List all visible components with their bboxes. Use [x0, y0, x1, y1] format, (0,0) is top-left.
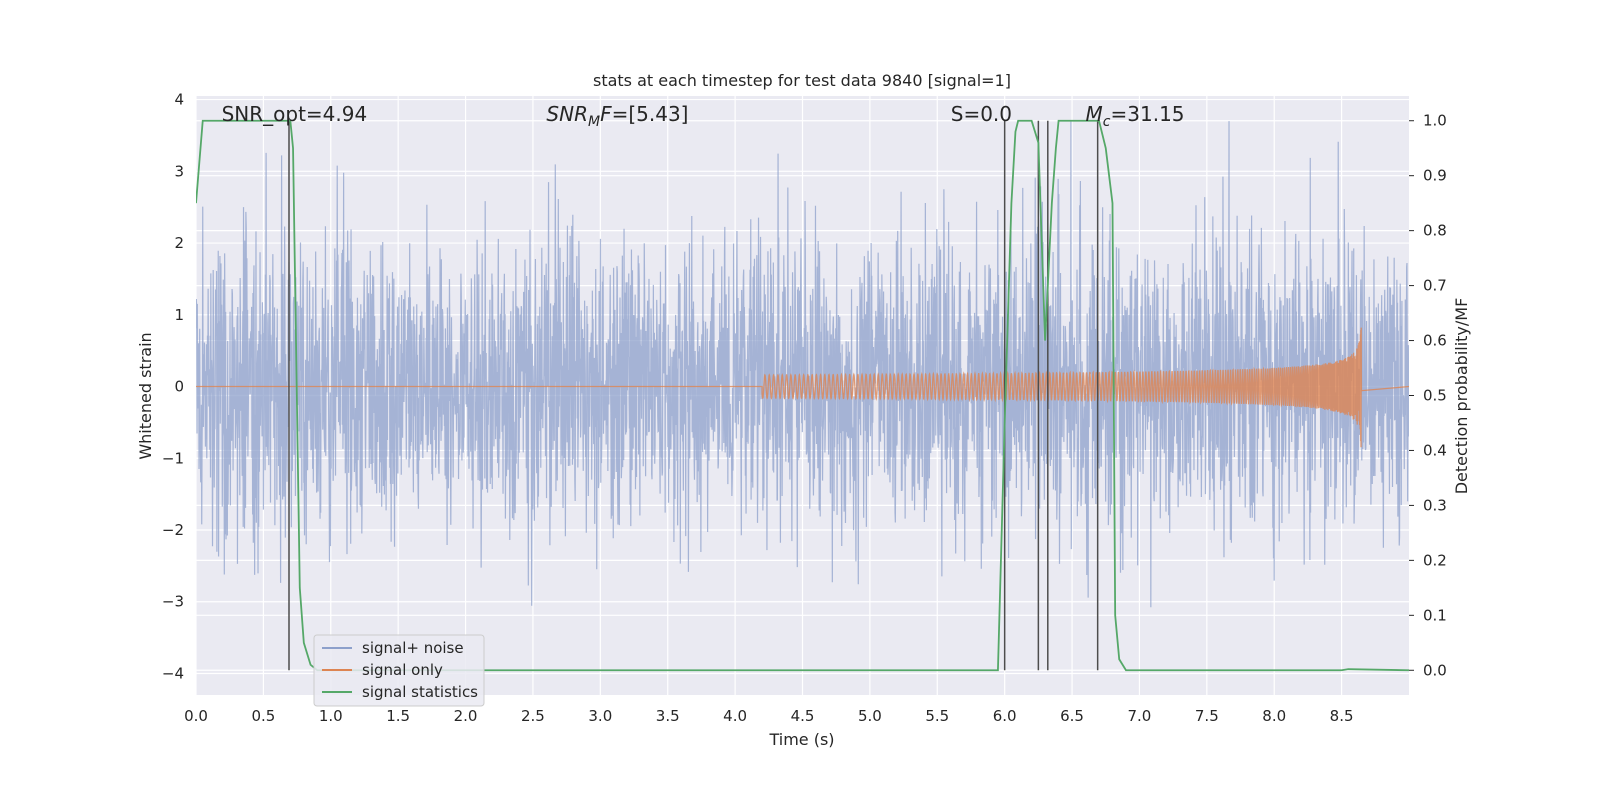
y-tick-label-right: 1.0: [1423, 112, 1447, 130]
annotation-text: Mc=31.15: [1086, 102, 1185, 130]
x-tick-label: 1.0: [319, 707, 343, 725]
annotation-text: SNRMF=[5.43]: [546, 102, 688, 130]
y-tick-label-left: −4: [162, 664, 184, 682]
x-tick-label: 0.5: [251, 707, 275, 725]
legend-label: signal+ noise: [362, 639, 464, 657]
legend-label: signal statistics: [362, 683, 478, 701]
y-tick-label-right: 0.0: [1423, 661, 1447, 679]
x-tick-label: 2.5: [521, 707, 545, 725]
x-tick-label: 3.5: [656, 707, 680, 725]
y-tick-label-right: 0.5: [1423, 387, 1447, 405]
y-tick-label-right: 0.3: [1423, 496, 1447, 514]
legend-box: [313, 634, 485, 707]
y-tick-label-right: 0.7: [1423, 277, 1447, 295]
x-tick-label: 2.0: [454, 707, 478, 725]
y-axis-label-left: Whitened strain: [136, 332, 155, 459]
y-tick-label-right: 0.1: [1423, 606, 1447, 624]
x-tick-label: 8.5: [1330, 707, 1354, 725]
x-axis-label: Time (s): [768, 730, 834, 749]
x-tick-label: 6.5: [1060, 707, 1084, 725]
x-ticks: 0.0 0.5 1.0 1.5 2.0 2.5 3.0 3.5 4.0 4.5 5.0 5.5 6.0 6…: [184, 707, 1353, 725]
signal-series-line: [196, 327, 1409, 448]
y-axis-label-right: Detection probability/MF: [1452, 298, 1471, 495]
y-tick-label-right: 0.2: [1423, 551, 1447, 569]
x-tick-label: 1.5: [386, 707, 410, 725]
y-tick-label-left: 2: [174, 234, 184, 252]
y-tick-label-right: 0.6: [1423, 332, 1447, 350]
x-tick-label: 8.0: [1262, 707, 1286, 725]
y-ticks-left: 4 3 2 1 0 −1 −2 −3 −4: [162, 91, 184, 683]
x-tick-label: 3.0: [588, 707, 612, 725]
y-ticks-right: 1.0 0.9 0.8 0.7 0.6 0.5 0.4 0.3 0.2 0.1 0.0: [1409, 112, 1447, 679]
y-tick-label-left: 3: [174, 162, 184, 180]
x-tick-label: 4.0: [723, 707, 747, 725]
y-tick-label-left: −1: [162, 449, 184, 467]
chart-title: stats at each timestep for test data 984…: [593, 71, 1011, 90]
annotations: SNR_opt=4.94 SNRMF=[5.43] S=0.0 Mc=31.15: [222, 102, 1185, 130]
y-tick-label-left: −2: [162, 521, 184, 539]
x-tick-label: 7.5: [1195, 707, 1219, 725]
x-tick-label: 4.5: [791, 707, 815, 725]
noise-series-line: [196, 121, 1409, 608]
y-tick-label-right: 0.4: [1423, 441, 1447, 459]
legend-label: signal only: [362, 661, 443, 679]
y-tick-label-left: −3: [162, 593, 184, 611]
y-tick-label-left: 0: [174, 378, 184, 396]
y-tick-label-left: 1: [174, 306, 184, 324]
x-tick-label: 6.0: [993, 707, 1017, 725]
plot-area: [196, 119, 1409, 672]
y-tick-label-left: 4: [174, 91, 184, 109]
statistics-series-line: [196, 119, 1409, 672]
x-tick-label: 0.0: [184, 707, 208, 725]
y-tick-label-right: 0.8: [1423, 222, 1447, 240]
x-tick-label: 5.5: [925, 707, 949, 725]
x-tick-label: 5.0: [858, 707, 882, 725]
annotation-text: S=0.0: [951, 102, 1012, 126]
annotation-text: SNR_opt=4.94: [222, 102, 368, 126]
legend: signal+ noise signal only signal statistic…: [313, 634, 485, 707]
x-tick-label: 7.0: [1128, 707, 1152, 725]
y-tick-label-right: 0.9: [1423, 167, 1447, 185]
